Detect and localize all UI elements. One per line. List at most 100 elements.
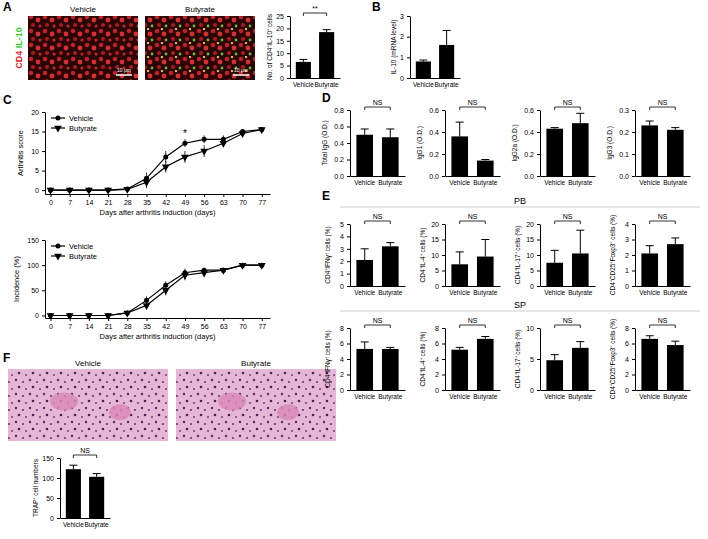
tick-label: Butyrate xyxy=(663,393,688,401)
scale-bar xyxy=(116,74,132,76)
error-bar xyxy=(671,128,679,130)
tick-mark xyxy=(537,132,540,133)
tick-label: 70 xyxy=(239,323,247,330)
image-label: Vehicle xyxy=(70,5,96,14)
scale-bar-label: 10 μm xyxy=(117,67,131,73)
tick-label: 4 xyxy=(435,356,439,363)
tick-label: Butyrate xyxy=(85,521,110,529)
tick: 8 xyxy=(340,325,350,332)
tick-label: Butyrate xyxy=(378,393,403,401)
tick-mark xyxy=(347,176,350,177)
tick: 8 xyxy=(435,325,445,332)
bar xyxy=(667,244,684,286)
tick-mark xyxy=(42,265,45,266)
tick-mark xyxy=(42,151,45,152)
bar xyxy=(641,339,658,390)
stain-name: IL-10 xyxy=(14,27,24,48)
error-bar xyxy=(456,122,464,136)
tick-label: 20 xyxy=(431,221,439,228)
tick-mark xyxy=(407,37,410,38)
row-rule xyxy=(340,207,700,208)
marker xyxy=(162,164,170,171)
tick-label: 0.0 xyxy=(619,173,629,180)
tick-label: 63 xyxy=(220,323,228,330)
axis: VehicleButyrate xyxy=(351,177,406,187)
bar-chart: 0.00.20.40.6VehicleButyrateIgG2a (O.D.)N… xyxy=(511,99,596,187)
tick-mark xyxy=(147,318,148,321)
tick: 20 xyxy=(431,221,445,228)
tick: Butyrate xyxy=(663,393,688,401)
tick-mark xyxy=(442,271,445,272)
bar xyxy=(477,339,494,390)
axis: 0.00.20.40.60.8 xyxy=(334,107,350,180)
tick-mark xyxy=(407,16,410,17)
tick: Vehicle xyxy=(639,179,660,186)
axis-line xyxy=(635,225,636,287)
bar xyxy=(416,61,431,78)
tick-label: 3 xyxy=(340,246,344,253)
axis-line xyxy=(636,390,691,391)
tick-label: 6 xyxy=(435,340,439,347)
tick-mark xyxy=(632,224,635,225)
tick-label: 5 xyxy=(35,167,39,174)
tick: 70 xyxy=(239,194,247,206)
axis-title: CD4⁺IL-17⁺ cells (%) xyxy=(514,226,522,285)
error-stem xyxy=(580,342,581,348)
tick-mark xyxy=(70,318,71,321)
axis: VehicleButyrate xyxy=(351,287,406,297)
error-cap xyxy=(576,113,584,114)
tick: 7 xyxy=(68,318,72,330)
tick-label: 56 xyxy=(201,199,209,206)
error-bar xyxy=(551,128,559,129)
tick: 5 xyxy=(280,62,290,69)
tick-mark xyxy=(537,110,540,111)
axis-line xyxy=(290,17,291,79)
marker xyxy=(85,313,93,318)
tick-mark xyxy=(442,390,445,391)
axis-title: CD4⁺IFNγ⁺ cells (%) xyxy=(324,226,332,283)
row-label: SP xyxy=(514,300,526,310)
tick-mark xyxy=(537,328,540,329)
plot-area xyxy=(451,122,493,176)
marker xyxy=(219,141,227,148)
tick-mark xyxy=(537,224,540,225)
marker xyxy=(66,188,74,194)
tick-label: 2 xyxy=(625,371,629,378)
axis-line xyxy=(350,111,351,177)
tick: Butyrate xyxy=(473,393,498,401)
tick-mark xyxy=(42,132,45,133)
tick-mark xyxy=(287,28,290,29)
tick-label: 8 xyxy=(340,325,344,332)
tick-mark xyxy=(243,194,244,197)
tick-mark xyxy=(537,240,540,241)
error-cap xyxy=(551,127,559,128)
axis-title: Arthritis score xyxy=(16,130,25,176)
tick: Butyrate xyxy=(378,289,403,297)
axis-title: TRAP⁺ cell numbers xyxy=(32,458,39,517)
tick: 0 xyxy=(530,387,540,394)
tick-label: 6 xyxy=(625,340,629,347)
tick-label: 0 xyxy=(49,323,53,330)
tick-label: 0 xyxy=(400,75,404,82)
tick-mark xyxy=(166,194,167,197)
tick: 6 xyxy=(340,340,350,347)
osteoclast xyxy=(109,404,131,420)
bar xyxy=(382,246,399,286)
tick-mark xyxy=(147,194,148,197)
axis-line xyxy=(636,286,691,287)
tick: 0.1 xyxy=(619,151,635,158)
tick-mark xyxy=(632,110,635,111)
tick-label: 0 xyxy=(435,283,439,290)
error-bar xyxy=(456,252,464,264)
tick-mark xyxy=(632,344,635,345)
tick-label: Vehicle xyxy=(544,179,565,186)
plot-area xyxy=(47,263,266,318)
axis-line xyxy=(541,176,596,177)
tick-label: 20 xyxy=(276,25,284,32)
axis-title: IgG1 (O.D.) xyxy=(416,126,424,160)
error-cap xyxy=(551,354,559,355)
bar-chart: 01234VehicleButyrateCD4⁺CD25⁺Foxp3⁺ cell… xyxy=(609,213,691,297)
tick-label: 6 xyxy=(340,340,344,347)
tick-label: Butyrate xyxy=(473,289,498,297)
panel-label: A xyxy=(3,0,12,14)
